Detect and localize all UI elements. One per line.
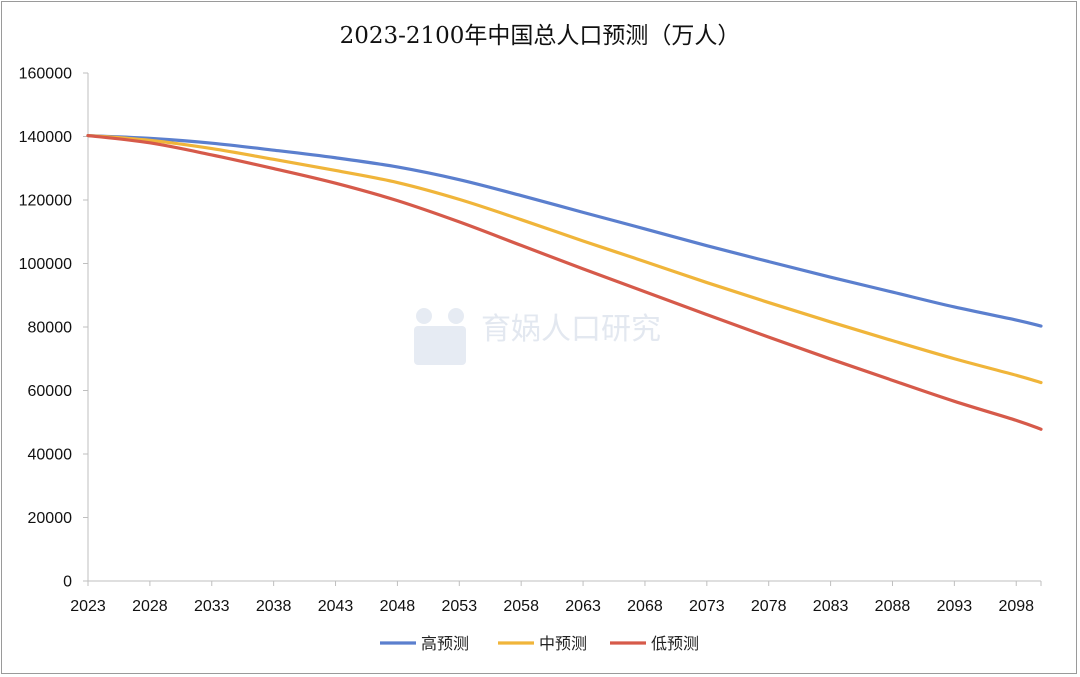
x-tick-label: 2038 [256, 598, 292, 615]
x-tick-label: 2088 [875, 598, 911, 615]
legend-item-2: 低预测 [610, 634, 699, 653]
y-tick-label: 20000 [28, 510, 73, 527]
x-tick-label: 2033 [194, 598, 230, 615]
x-tick-label: 2093 [937, 598, 973, 615]
y-tick-label: 40000 [28, 447, 73, 464]
x-tick-label: 2058 [503, 598, 539, 615]
chart-title: 2023-2100年中国总人口预测（万人） [339, 23, 741, 49]
y-tick-label: 120000 [19, 193, 72, 210]
y-tick-label: 140000 [19, 129, 72, 146]
legend-label: 中预测 [539, 634, 587, 653]
legend-item-1: 中预测 [498, 634, 587, 653]
x-tick-label: 2053 [442, 598, 478, 615]
x-tick-label: 2073 [689, 598, 725, 615]
watermark: 育娲人口研究 [414, 308, 661, 365]
legend-label: 高预测 [421, 634, 469, 653]
watermark-logo-icon [414, 308, 466, 365]
x-tick-label: 2043 [318, 598, 354, 615]
legend-item-0: 高预测 [380, 634, 469, 653]
x-tick-label: 2068 [627, 598, 663, 615]
series-line-1 [86, 133, 1043, 385]
x-tick-label: 2063 [565, 598, 601, 615]
legend: 高预测 中预测 低预测 [380, 634, 699, 653]
y-axis-ticks: 0 20000 40000 60000 80000 100000 120000 140000 1… [19, 66, 88, 591]
y-tick-label: 80000 [28, 320, 73, 337]
series-line-0 [86, 133, 1043, 328]
watermark-text: 育娲人口研究 [481, 312, 661, 347]
x-axis-ticks: 2023 2028 2033 2038 2043 2048 2053 2058 2063 2068… [70, 581, 1042, 615]
legend-label: 低预测 [651, 634, 699, 653]
x-tick-label: 2048 [380, 598, 416, 615]
y-tick-label: 0 [63, 574, 72, 591]
x-tick-label: 2023 [70, 598, 106, 615]
y-tick-label: 60000 [28, 383, 73, 400]
series-line-2 [86, 133, 1043, 431]
x-tick-label: 2098 [998, 598, 1034, 615]
x-tick-label: 2028 [132, 598, 168, 615]
series-lines [86, 133, 1043, 431]
x-tick-label: 2078 [751, 598, 787, 615]
x-tick-label: 2083 [813, 598, 849, 615]
y-tick-label: 100000 [19, 256, 72, 273]
y-tick-label: 160000 [19, 66, 72, 83]
